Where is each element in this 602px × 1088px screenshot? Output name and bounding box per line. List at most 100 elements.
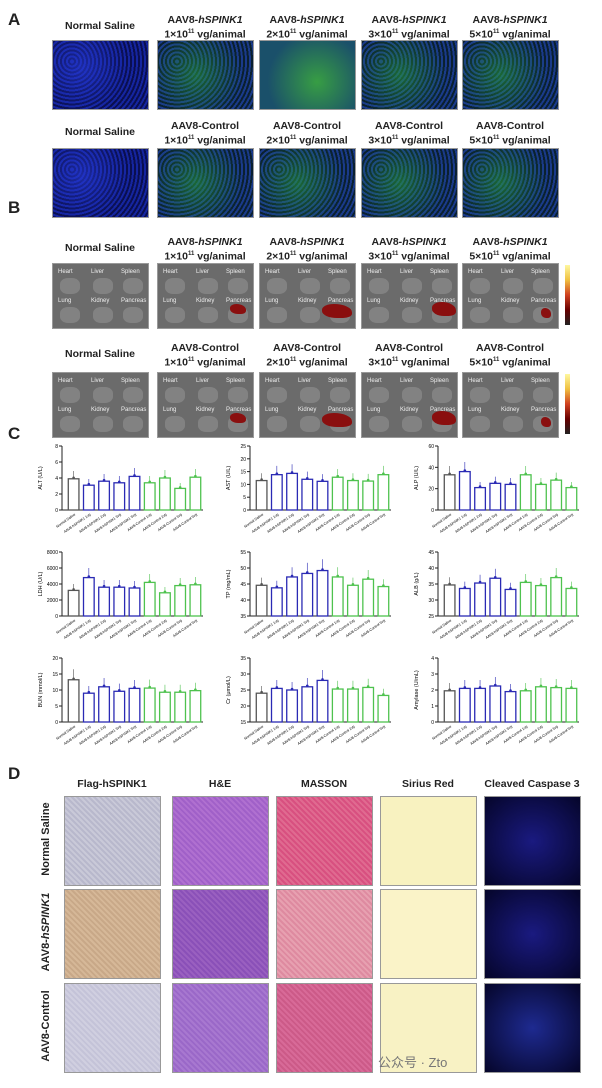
y-tick-label: 0 bbox=[243, 508, 246, 514]
y-tick-label: 20 bbox=[240, 704, 246, 710]
ivis-organ-image: Heart Liver Spleen Lung Kidney Pancreas bbox=[361, 263, 458, 329]
y-tick-label: 5 bbox=[243, 495, 246, 501]
organ-shape bbox=[93, 307, 113, 323]
bar bbox=[67, 589, 80, 617]
bar bbox=[458, 470, 471, 511]
x-tick-label: AAV8-hSPINK1 5vg bbox=[485, 513, 513, 534]
organ-shape bbox=[165, 307, 185, 323]
organ-shape bbox=[369, 307, 389, 323]
row-label: AAV8-hSPINK1 bbox=[40, 892, 52, 972]
luminescence-signal bbox=[322, 413, 352, 427]
organ-label: Kidney bbox=[196, 298, 215, 304]
organ-shape bbox=[123, 278, 143, 294]
bar bbox=[82, 692, 95, 723]
group-header: AAV8-hSPINK1 2×1011 vg/animal bbox=[266, 14, 348, 41]
group-header: Normal Saline bbox=[64, 242, 136, 254]
organ-label: Lung bbox=[58, 298, 72, 304]
organ-label: Pancreas bbox=[121, 407, 147, 413]
organ-shape bbox=[300, 387, 320, 403]
y-tick-label: 2 bbox=[431, 688, 434, 694]
organ-shape bbox=[267, 416, 287, 432]
group-header: AAV8-Control 2×1011 vg/animal bbox=[266, 342, 348, 369]
y-tick-label: 55 bbox=[240, 550, 246, 556]
ivis-organ-image: Heart Liver Spleen Lung Kidney Pancreas bbox=[361, 372, 458, 438]
bar bbox=[550, 479, 563, 511]
bar bbox=[128, 687, 141, 723]
bar bbox=[443, 584, 456, 617]
watermark: 公众号 · Zto bbox=[378, 1055, 448, 1070]
organ-label: Kidney bbox=[298, 298, 317, 304]
bar bbox=[489, 685, 502, 723]
panel-c-label: C bbox=[8, 424, 21, 443]
organ-shape bbox=[123, 416, 143, 432]
y-tick-label: 25 bbox=[240, 444, 246, 450]
organ-shape bbox=[402, 307, 422, 323]
ivis-organ-image: Heart Liver Spleen Lung Kidney Pancreas bbox=[52, 263, 149, 329]
bar bbox=[377, 694, 390, 723]
organ-label: Pancreas bbox=[121, 298, 147, 304]
organ-label: Liver bbox=[298, 269, 312, 275]
bar bbox=[301, 572, 314, 617]
y-tick-label: 30 bbox=[428, 598, 434, 604]
stain-column-header: Sirius Red bbox=[402, 778, 454, 790]
group-header: AAV8-hSPINK1 5×1011 vg/animal bbox=[469, 236, 551, 263]
organ-label: Lung bbox=[58, 407, 72, 413]
group-header: Normal Saline bbox=[64, 126, 136, 138]
organ-shape bbox=[93, 278, 113, 294]
bar bbox=[534, 584, 547, 617]
bar bbox=[443, 690, 456, 723]
row-label: AAV8-Control bbox=[40, 990, 52, 1062]
y-tick-label: 4000 bbox=[47, 582, 58, 588]
organ-shape bbox=[503, 387, 523, 403]
y-tick-label: 8000 bbox=[47, 550, 58, 556]
bar bbox=[113, 586, 126, 617]
organ-shape bbox=[503, 307, 523, 323]
bar bbox=[270, 687, 283, 723]
organ-shape bbox=[267, 278, 287, 294]
y-tick-label: 1 bbox=[431, 704, 434, 710]
organ-shape bbox=[369, 278, 389, 294]
organ-label: Lung bbox=[163, 407, 177, 413]
y-tick-label: 25 bbox=[240, 688, 246, 694]
y-axis-label: Amylase (U/mL) bbox=[414, 670, 420, 710]
bar bbox=[316, 679, 329, 723]
organ-label: Liver bbox=[400, 378, 414, 384]
ivis-organ-image: Heart Liver Spleen Lung Kidney Pancreas bbox=[462, 263, 559, 329]
y-axis-label: ALP (U/L) bbox=[414, 466, 420, 490]
y-tick-label: 6000 bbox=[47, 566, 58, 572]
panel-a-label: A bbox=[8, 10, 21, 29]
bar bbox=[174, 691, 187, 723]
bar bbox=[270, 587, 283, 617]
histology-image bbox=[172, 796, 269, 886]
bar bbox=[255, 479, 268, 511]
ivis-organ-image: Heart Liver Spleen Lung Kidney Pancreas bbox=[259, 372, 356, 438]
y-tick-label: 0 bbox=[55, 614, 58, 620]
bar bbox=[443, 474, 456, 511]
bar bbox=[458, 687, 471, 723]
organ-shape bbox=[533, 387, 553, 403]
organ-shape bbox=[123, 387, 143, 403]
organ-shape bbox=[402, 278, 422, 294]
group-header: AAV8-Control 3×1011 vg/animal bbox=[368, 120, 450, 147]
organ-shape bbox=[60, 307, 80, 323]
immunofluorescence-image bbox=[361, 40, 458, 110]
y-axis-label: AST (U/L) bbox=[226, 466, 232, 491]
organ-label: Pancreas bbox=[531, 298, 557, 304]
organ-shape bbox=[165, 416, 185, 432]
group-header: AAV8-hSPINK1 1×1011 vg/animal bbox=[164, 14, 246, 41]
organ-shape bbox=[470, 307, 490, 323]
group-header: AAV8-hSPINK1 5×1011 vg/animal bbox=[469, 14, 551, 41]
group-header: AAV8-Control 1×1011 vg/animal bbox=[164, 342, 246, 369]
bar bbox=[158, 592, 171, 617]
immunofluorescence-image bbox=[52, 148, 149, 218]
y-axis-label: ALB (g/L) bbox=[414, 572, 420, 595]
bar bbox=[362, 578, 375, 617]
group-header: AAV8-Control 5×1011 vg/animal bbox=[469, 342, 551, 369]
y-tick-label: 20 bbox=[240, 457, 246, 463]
organ-shape bbox=[228, 387, 248, 403]
y-tick-label: 15 bbox=[240, 720, 246, 726]
bar bbox=[67, 478, 80, 511]
organ-label: Heart bbox=[163, 378, 178, 384]
group-header: AAV8-Control 2×1011 vg/animal bbox=[266, 120, 348, 147]
